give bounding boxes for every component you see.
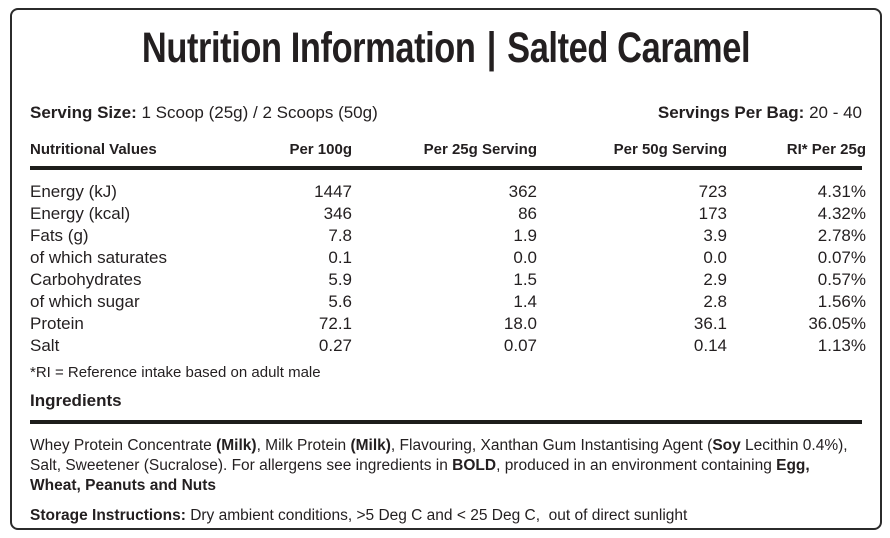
cell-per-25g: 1.4: [513, 292, 537, 312]
cell-per-25g: 0.0: [513, 248, 537, 268]
table-row: of which sugar 5.6 1.4 2.8 1.56%: [30, 291, 866, 313]
cell-per-100g: 1447: [314, 182, 352, 202]
servings-per-bag: Servings Per Bag: 20 - 40: [658, 103, 862, 123]
ingredients-rule: [30, 420, 862, 425]
cell-ri: 1.56%: [817, 292, 866, 312]
ingredients-text: Whey Protein Concentrate (Milk), Milk Pr…: [30, 436, 862, 496]
nutrition-table-body: Energy (kJ) 1447 362 723 4.31% Energy (kcal) 3…: [30, 181, 866, 357]
text-segment: BOLD: [452, 457, 497, 475]
cell-label: Fats (g): [30, 226, 89, 246]
cell-per-25g: 1.5: [513, 270, 537, 290]
cell-per-25g: 1.9: [513, 226, 537, 246]
title-main: Nutrition Information: [141, 24, 476, 72]
cell-label: of which sugar: [30, 292, 140, 312]
cell-per-25g: 0.07: [503, 336, 537, 356]
cell-per-100g: 7.8: [328, 226, 352, 246]
header-per-50g-serving: Per 50g Serving: [613, 141, 727, 159]
header-per-100g: Per 100g: [289, 141, 352, 159]
title-separator: |: [486, 24, 497, 72]
cell-per-100g: 346: [323, 204, 352, 224]
cell-per-100g: 72.1: [318, 314, 352, 334]
serving-size-label: Serving Size:: [30, 103, 137, 123]
cell-per-25g: 362: [508, 182, 537, 202]
cell-per-100g: 0.1: [328, 248, 352, 268]
cell-per-50g: 723: [698, 182, 727, 202]
cell-ri: 4.32%: [817, 204, 866, 224]
text-segment: , produced in an environment containing: [496, 457, 777, 475]
table-row: Protein 72.1 18.0 36.1 36.05%: [30, 313, 866, 335]
servings-per-bag-label: Servings Per Bag:: [657, 103, 805, 123]
title-flavor: Salted Caramel: [507, 24, 751, 72]
text-segment: Soy: [712, 437, 741, 455]
header-per-25g-serving: Per 25g Serving: [423, 141, 537, 159]
text-segment: , Milk Protein: [256, 437, 351, 455]
cell-per-25g: 86: [518, 204, 537, 224]
cell-ri: 0.57%: [817, 270, 866, 290]
header-nutritional-values: Nutritional Values: [30, 141, 157, 159]
text-segment: Egg, Wheat, Peanuts and Nuts: [30, 457, 815, 495]
table-row: of which saturates 0.1 0.0 0.0 0.07%: [30, 247, 866, 269]
page-title: Nutrition Information | Salted Caramel: [113, 24, 779, 72]
table-row: Fats (g) 7.8 1.9 3.9 2.78%: [30, 225, 866, 247]
cell-per-100g: 0.27: [318, 336, 352, 356]
table-row: Energy (kJ) 1447 362 723 4.31%: [30, 181, 866, 203]
cell-ri: 1.13%: [817, 336, 866, 356]
cell-label: Energy (kcal): [30, 204, 131, 224]
nutrition-table-header: Nutritional Values Per 100g Per 25g Serv…: [30, 141, 866, 159]
serving-size-value: 1 Scoop (25g) / 2 Scoops (50g): [141, 103, 378, 123]
cell-per-25g: 18.0: [503, 314, 537, 334]
text-segment: Storage Instructions:: [30, 507, 186, 525]
text-segment: , Flavouring, Xanthan Gum Instantising A…: [390, 437, 713, 455]
cell-label: Carbohydrates: [30, 270, 142, 290]
cell-per-100g: 5.6: [328, 292, 352, 312]
serving-size: Serving Size: 1 Scoop (25g) / 2 Scoops (…: [30, 103, 378, 123]
text-segment: Whey Protein Concentrate: [30, 437, 217, 455]
cell-per-50g: 36.1: [693, 314, 727, 334]
cell-ri: 0.07%: [817, 248, 866, 268]
cell-per-50g: 2.8: [703, 292, 727, 312]
cell-label: Salt: [30, 336, 60, 356]
cell-ri: 2.78%: [817, 226, 866, 246]
cell-per-50g: 0.14: [693, 336, 727, 356]
table-header-rule: [30, 166, 862, 171]
ri-footnote: *RI = Reference intake based on adult ma…: [30, 364, 321, 382]
cell-per-50g: 3.9: [703, 226, 727, 246]
serving-info-row: Serving Size: 1 Scoop (25g) / 2 Scoops (…: [30, 103, 862, 123]
servings-per-bag-value: 20 - 40: [809, 103, 862, 123]
table-row: Salt 0.27 0.07 0.14 1.13%: [30, 335, 866, 357]
ingredients-heading: Ingredients: [30, 391, 122, 411]
nutrition-label: Nutrition Information | Salted Caramel Ser…: [10, 8, 882, 530]
cell-per-50g: 0.0: [703, 248, 727, 268]
cell-per-50g: 2.9: [703, 270, 727, 290]
cell-ri: 4.31%: [817, 182, 866, 202]
table-row: Carbohydrates 5.9 1.5 2.9 0.57%: [30, 269, 866, 291]
text-segment: (Milk): [350, 437, 391, 455]
header-ri-per-25g: RI* Per 25g: [786, 141, 866, 159]
cell-label: Energy (kJ): [30, 182, 117, 202]
text-segment: Lecithin 0.4%), Salt, Sweetener (Sucralo…: [30, 437, 852, 475]
text-segment: Dry ambient conditions, >5 Deg C and < 2…: [185, 507, 688, 525]
cell-per-50g: 173: [698, 204, 727, 224]
cell-per-100g: 5.9: [328, 270, 352, 290]
table-row: Energy (kcal) 346 86 173 4.32%: [30, 203, 866, 225]
storage-instructions: Storage Instructions: Dry ambient condit…: [30, 506, 862, 526]
cell-label: Protein: [30, 314, 84, 334]
cell-label: of which saturates: [30, 248, 168, 268]
cell-ri: 36.05%: [808, 314, 866, 334]
text-segment: (Milk): [216, 437, 257, 455]
